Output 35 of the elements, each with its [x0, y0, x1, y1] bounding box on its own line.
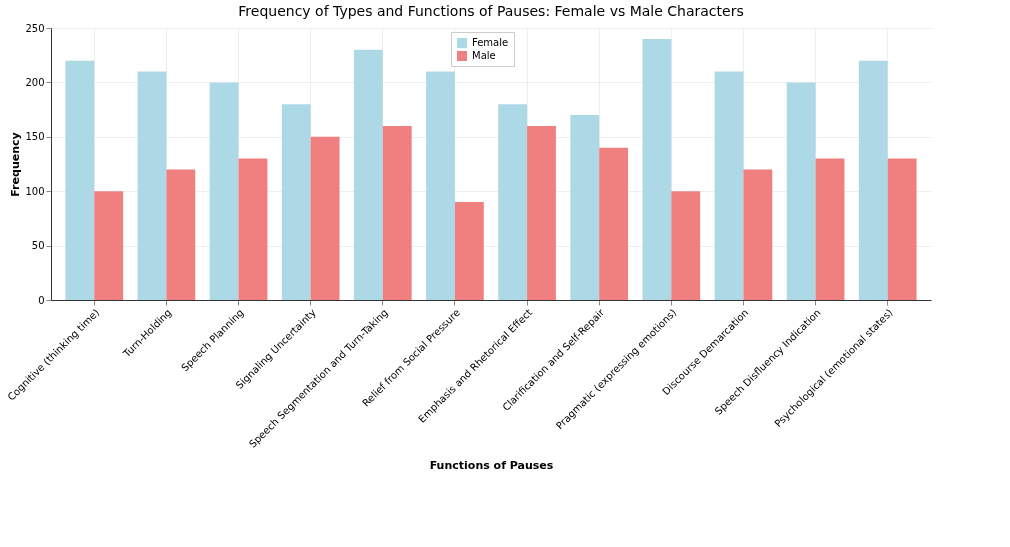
bar	[642, 38, 672, 300]
bar	[815, 158, 845, 300]
y-tick-label: 150	[25, 131, 45, 143]
bar	[599, 147, 629, 300]
bar	[353, 49, 383, 300]
bar	[94, 191, 124, 300]
bar	[137, 71, 167, 300]
bar	[310, 136, 340, 300]
y-tick-label: 100	[25, 185, 45, 197]
y-tick-label: 200	[25, 76, 45, 88]
bar	[281, 104, 311, 300]
bar	[743, 169, 773, 300]
bar	[887, 158, 917, 300]
chart-title: Frequency of Types and Functions of Pauses: Female vs Male Characters	[238, 3, 744, 19]
y-axis-title: Frequency	[9, 132, 23, 197]
bar	[671, 191, 701, 300]
bar	[786, 82, 816, 300]
bar	[714, 71, 744, 300]
bar	[498, 104, 528, 300]
bar	[527, 125, 556, 300]
bar	[570, 115, 600, 300]
y-tick-label: 50	[31, 240, 45, 252]
bar	[454, 202, 484, 300]
bar	[426, 71, 455, 300]
legend-label: Female	[472, 37, 509, 48]
y-tick-label: 0	[38, 294, 45, 306]
bar	[858, 60, 888, 300]
bar	[238, 158, 268, 300]
bar	[65, 60, 95, 300]
bar	[166, 169, 196, 300]
bar	[382, 125, 412, 300]
legend-label: Male	[472, 50, 496, 61]
y-tick-label: 250	[25, 22, 45, 34]
x-axis-title: Functions of Pauses	[429, 458, 554, 472]
bar	[209, 82, 239, 300]
